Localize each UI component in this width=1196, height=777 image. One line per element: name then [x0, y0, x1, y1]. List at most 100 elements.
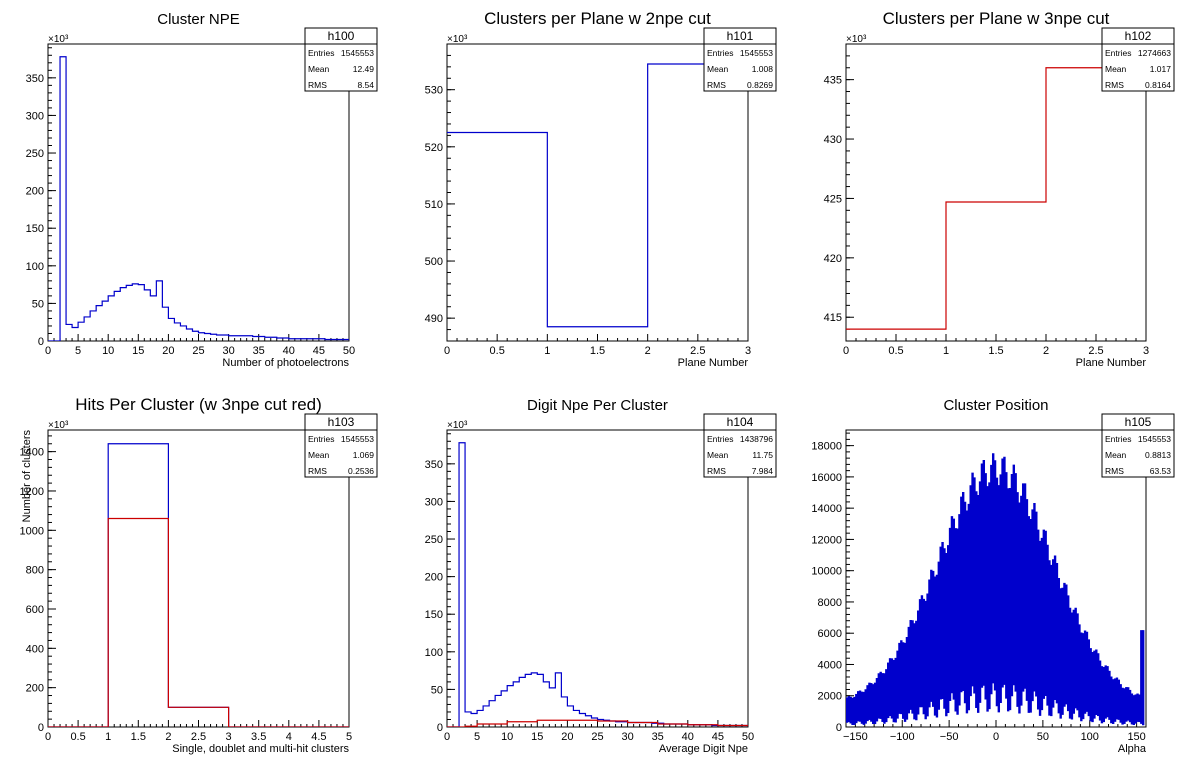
- x-tick-label: 1: [544, 345, 550, 357]
- x-tick-label: 5: [346, 731, 352, 743]
- panel-h105: Cluster Position −150 −100 −50 0 50 100 150 0 200…: [811, 397, 1175, 755]
- data-layer: [48, 56, 349, 341]
- stats-box-frame: [304, 413, 378, 478]
- x-tick-label: 0: [45, 731, 51, 743]
- panel-h100: Cluster NPE ×10³ 0 5 10 15 20 25 30 35 40 45 50 0 50 10…: [26, 11, 378, 369]
- x-tick-label: 20: [162, 345, 174, 357]
- x-tick-label: 3: [226, 731, 232, 743]
- y-tick-label: 0: [437, 722, 443, 734]
- y-tick-label: 600: [26, 604, 44, 616]
- stats-value: 1274663: [1138, 48, 1171, 58]
- y-tick-label: 435: [824, 75, 842, 87]
- y-tick-label: 520: [425, 142, 443, 154]
- plot-frame: [446, 43, 749, 342]
- stats-value: 0.8813: [1145, 450, 1171, 460]
- data-layer: [48, 443, 349, 727]
- y-tick-label: 200: [26, 186, 44, 198]
- x-tick-label: 0: [444, 731, 450, 743]
- y-tick-label: 300: [26, 110, 44, 122]
- plot-frame: [47, 43, 350, 342]
- x-tick-label: 10: [102, 345, 114, 357]
- stats-value: 1545553: [341, 434, 374, 444]
- x-tick-label: 1.5: [131, 731, 146, 743]
- stats-box: h105 Entries 1545553 Mean 0.8813 RMS 63.53: [1101, 413, 1175, 478]
- stats-label: RMS: [308, 466, 327, 476]
- x-tick-label: 5: [75, 345, 81, 357]
- y-tick-label: 1000: [20, 525, 44, 537]
- y-tick-label: 200: [425, 572, 443, 584]
- panel-h103: Hits Per Cluster (w 3npe cut red) ×10³ 0 0.…: [20, 395, 378, 755]
- y-tick-label: 4000: [818, 659, 842, 671]
- y-tick-label: 415: [824, 312, 842, 324]
- x-tick-label: 5: [474, 731, 480, 743]
- stats-box: h103 Entries 1545553 Mean 1.069 RMS 0.2536: [304, 413, 378, 478]
- stats-value: 1545553: [740, 48, 773, 58]
- y-tick-label: 18000: [811, 441, 842, 453]
- stats-value: 1.069: [353, 450, 375, 460]
- x-tick-label: −150: [843, 731, 868, 743]
- stats-name: h105: [1125, 415, 1152, 429]
- x-tick-label: 1.5: [590, 345, 605, 357]
- stats-name: h103: [328, 415, 355, 429]
- x-tick-label: 30: [222, 345, 234, 357]
- x-tick-label: 0: [444, 345, 450, 357]
- y-tick-label: 510: [425, 199, 443, 211]
- stats-box: h104 Entries 1438796 Mean 11.75 RMS 7.984: [703, 413, 777, 478]
- x-tick-label: 10: [501, 731, 513, 743]
- y-tick-label: 0: [836, 722, 842, 734]
- x-tick-label: 35: [253, 345, 265, 357]
- y-tick-label: 100: [26, 261, 44, 273]
- y-tick-label: 16000: [811, 472, 842, 484]
- x-tick-label: 1: [943, 345, 949, 357]
- stats-value: 12.49: [353, 64, 375, 74]
- chart-title: Clusters per Plane w 3npe cut: [883, 9, 1110, 28]
- x-tick-label: 0.5: [888, 345, 903, 357]
- x-axis-title: Single, doublet and multi-hit clusters: [172, 743, 349, 755]
- x-tick-label: 40: [682, 731, 694, 743]
- stats-label: Mean: [308, 450, 330, 460]
- y-tick-label: 150: [26, 223, 44, 235]
- stats-label: RMS: [1105, 466, 1124, 476]
- x-tick-label: 50: [1037, 731, 1049, 743]
- stats-label: Entries: [707, 434, 733, 444]
- stats-value: 0.2536: [348, 466, 374, 476]
- stats-label: Entries: [707, 48, 733, 58]
- y-tick-label: 0: [38, 722, 44, 734]
- histogram-series-0: [48, 443, 349, 727]
- x-tick-label: 0.5: [490, 345, 505, 357]
- stats-label: Mean: [308, 64, 330, 74]
- x-tick-label: 0: [993, 731, 999, 743]
- stats-name: h102: [1125, 29, 1152, 43]
- y-tick-label: 1200: [20, 486, 44, 498]
- x-axis-title: Alpha: [1118, 743, 1147, 755]
- y-tick-label: 2000: [818, 691, 842, 703]
- x-tick-label: 2: [165, 731, 171, 743]
- x-tick-label: 1.5: [988, 345, 1003, 357]
- histogram-series-0: [48, 56, 349, 341]
- plot-frame: [845, 43, 1147, 342]
- x-tick-label: 40: [283, 345, 295, 357]
- x-tick-label: 3: [745, 345, 751, 357]
- x-tick-label: 20: [561, 731, 573, 743]
- histogram-series-0: [447, 63, 748, 328]
- y-tick-label: 200: [26, 683, 44, 695]
- y-tick-label: 150: [425, 609, 443, 621]
- y-tick-label: 430: [824, 134, 842, 146]
- x-tick-label: 50: [742, 731, 754, 743]
- y-tick-label: 530: [425, 85, 443, 97]
- stats-box-frame: [304, 27, 378, 92]
- stats-label: Entries: [308, 48, 334, 58]
- stats-label: Mean: [1105, 450, 1127, 460]
- x-tick-label: 25: [591, 731, 603, 743]
- y-tick-label: 425: [824, 193, 842, 205]
- x-tick-label: 0: [843, 345, 849, 357]
- y-tick-label: 300: [425, 496, 443, 508]
- data-layer: [447, 442, 748, 727]
- stats-label: Entries: [1105, 434, 1131, 444]
- y-axis-title: Number of clusters: [21, 430, 33, 523]
- histogram-series-0: [447, 442, 748, 727]
- stats-box: h100 Entries 1545553 Mean 12.49 RMS 8.54: [304, 27, 378, 92]
- x-tick-label: 3.5: [251, 731, 266, 743]
- y-tick-label: 10000: [811, 566, 842, 578]
- x-tick-label: 3: [1143, 345, 1149, 357]
